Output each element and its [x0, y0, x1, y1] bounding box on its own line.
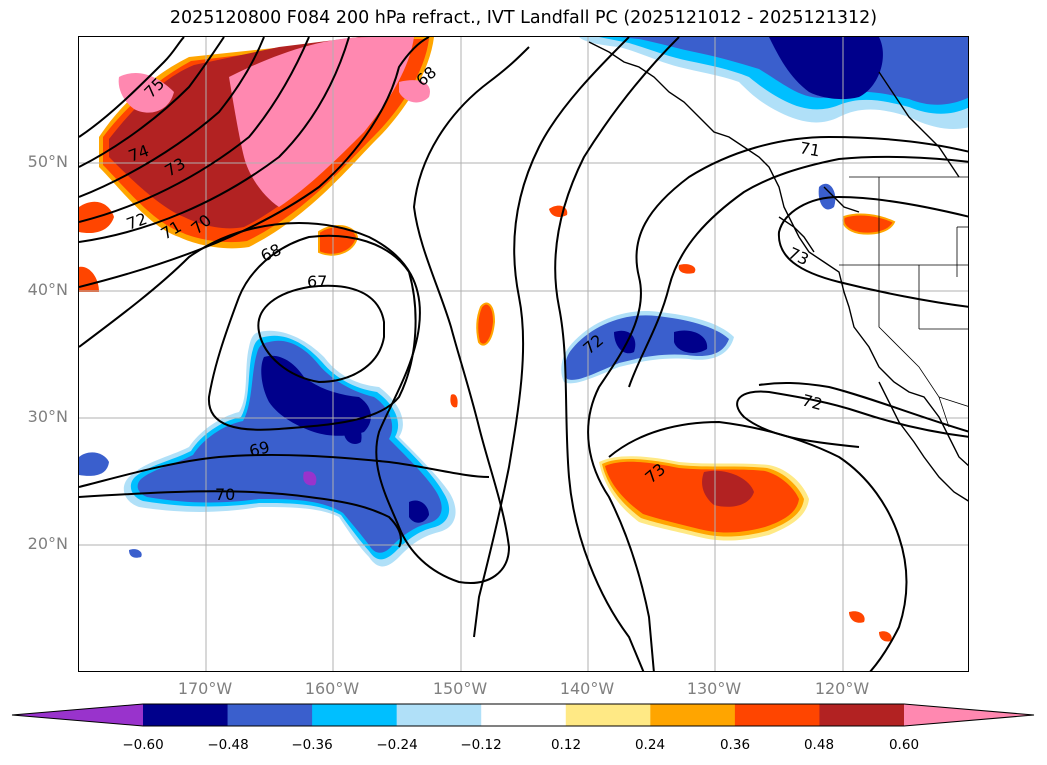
lat-label-20n: 20°N	[27, 534, 68, 553]
colorbar-bin	[734, 704, 820, 726]
colorbar-tick-label: −0.36	[291, 737, 333, 753]
colorbar-bin	[565, 704, 651, 726]
colorbar-bin	[143, 704, 229, 726]
contour-label: 72	[800, 391, 825, 415]
contour-label: 68	[258, 240, 284, 266]
contour-label: 69	[247, 437, 272, 461]
lon-label-150w: 150°W	[432, 679, 488, 698]
colorbar-tick-label: −0.48	[207, 737, 249, 753]
positive-anomaly-small-central	[450, 302, 496, 408]
graticule	[79, 37, 968, 671]
colorbar-tick-label: 0.48	[803, 737, 835, 753]
colorbar-tick-label: −0.12	[460, 737, 502, 753]
map-panel[interactable]: 75 74 73 72 71 70 68 67 68 69 70 72 73 7…	[78, 36, 969, 672]
colorbar-bin	[481, 704, 567, 726]
colorbar-extend-high	[904, 704, 1034, 726]
lon-label-160w: 160°W	[304, 679, 360, 698]
negative-anomaly-east-pacific	[561, 311, 734, 384]
colorbar-tick-label: 0.12	[550, 737, 582, 753]
colorbar-tick-label: −0.60	[122, 737, 164, 753]
positive-anomaly-subtropical	[549, 205, 896, 642]
colorbar-bins	[12, 704, 1034, 726]
colorbar-bin	[650, 704, 736, 726]
contour-label: 73	[785, 243, 811, 269]
lon-label-120w: 120°W	[814, 679, 870, 698]
colorbar-outline	[11, 703, 1035, 727]
borders	[839, 176, 968, 428]
map-canvas: 75 74 73 72 71 70 68 67 68 69 70 72 73 7…	[79, 37, 968, 671]
lon-label-130w: 130°W	[686, 679, 742, 698]
colorbar-extend-low	[12, 704, 143, 726]
lon-label-170w: 170°W	[177, 679, 233, 698]
colorbar-tick-label: 0.60	[888, 737, 920, 753]
lat-label-50n: 50°N	[27, 152, 68, 171]
lat-label-30n: 30°N	[27, 407, 68, 426]
colorbar-tick-label: 0.36	[719, 737, 751, 753]
negative-anomaly-central-pacific	[79, 330, 456, 567]
negative-anomaly-north-america	[579, 37, 968, 210]
contour-label: 70	[215, 485, 235, 504]
lat-label-40n: 40°N	[27, 280, 68, 299]
colorbar-tick-label: −0.24	[376, 737, 418, 753]
colorbar-bin	[227, 704, 313, 726]
colorbar-bin	[312, 704, 398, 726]
refractivity-contours	[79, 37, 968, 671]
colorbar-tick-label: 0.24	[634, 737, 666, 753]
contour-label: 71	[798, 138, 821, 160]
map-title: 2025120800 F084 200 hPa refract., IVT La…	[169, 8, 878, 28]
colorbar-bin	[819, 704, 905, 726]
colorbar-bin	[396, 704, 482, 726]
contour-label: 67	[307, 272, 327, 291]
lon-label-140w: 140°W	[559, 679, 615, 698]
